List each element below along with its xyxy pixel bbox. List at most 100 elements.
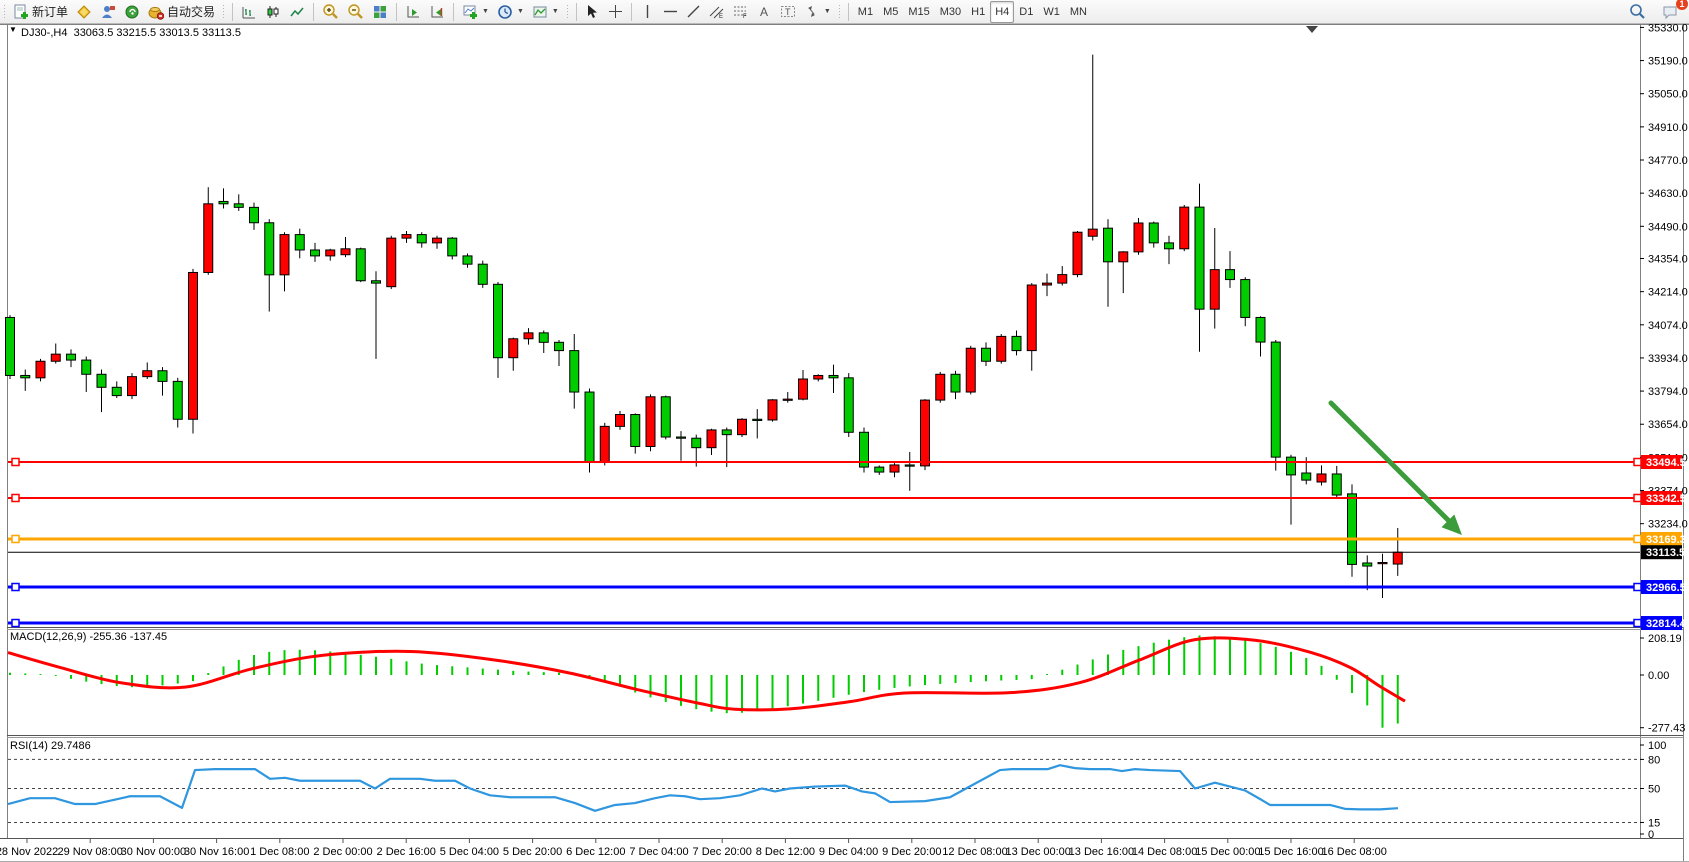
cursor-button[interactable] [581,1,604,23]
time-axis-label: 30 Nov 16:00 [184,846,249,858]
horizontal-line-objects[interactable]: 33494.5 33342.5 33169.3 32966.5 32814.4 33113… [8,455,1687,631]
periods-button[interactable]: ▼ [493,1,528,23]
equidistant-channel-button[interactable]: E [705,1,729,23]
candle-up [782,398,793,401]
timeframe-button-M5[interactable]: M5 [883,5,899,18]
arrow-annotation[interactable] [1328,400,1462,535]
time-axis-label: 30 Nov 00:00 [121,846,186,858]
new-chart-button[interactable]: ▼ [458,1,493,23]
metaeditor-button[interactable] [72,1,96,23]
line-chart-button[interactable] [285,1,309,23]
auto-scroll-button[interactable] [401,1,425,23]
new-order-button[interactable]: 新订单 [9,1,72,23]
time-axis-label: 1 Dec 08:00 [250,846,309,858]
candle-down [264,222,275,276]
line-handle[interactable] [11,534,20,544]
horizontal-line-button[interactable] [659,1,682,23]
candle-down [1362,562,1373,567]
candle-down [660,396,671,438]
search-button[interactable] [1625,1,1650,23]
candle-down [752,418,763,421]
time-axis-label: 5 Dec 20:00 [503,846,562,858]
chart-shift-marker[interactable] [1306,26,1318,33]
vertical-line-button[interactable] [636,1,659,23]
svg-text:F: F [743,14,747,19]
macd-indicator-label: MACD(12,26,9) -255.36 -137.45 [10,631,168,643]
time-axis-label: 9 Dec 04:00 [819,846,878,858]
price-tick-label: 35330.0 [1648,22,1688,34]
symbol-dropdown-icon[interactable]: ▼ [9,25,17,34]
line-price-label-text: 33342.5 [1646,493,1686,505]
timeframe-button-D1[interactable]: D1 [1019,5,1034,18]
line-handle[interactable] [1633,457,1642,467]
line-handle[interactable] [1633,534,1642,544]
toolbar-grip[interactable] [837,3,841,20]
text-label-button[interactable]: T [776,1,800,23]
rsi-scale-label: 50 [1648,784,1660,796]
metaeditor-icon [77,4,91,19]
rsi-panel: 100 80 50 150 [7,740,1666,841]
timeframe-button-M15[interactable]: M15 [908,5,930,18]
timeframe-button-H4[interactable]: H4 [990,0,1015,23]
arrows-button[interactable]: ▼ [800,1,835,23]
signals-button[interactable] [120,1,144,23]
line-handle[interactable] [11,493,20,503]
clock-icon [498,4,512,19]
candle-up [996,335,1007,362]
autotrading-button[interactable]: 自动交易 [144,1,219,23]
line-handle[interactable] [1633,493,1642,503]
templates-button[interactable]: ▼ [528,1,563,23]
rsi-scale-label: 0 [1648,829,1654,841]
candle-down [538,332,549,343]
mql5-community-icon [102,5,116,18]
crosshair-button[interactable] [604,1,627,23]
timeframe-group: M1 M5 M15 M30 H1 H4 D1 W1 MN [853,0,1092,23]
trendline-button[interactable] [682,1,705,23]
timeframe-button-H1[interactable]: H1 [971,5,986,18]
zoom-in-button[interactable] [318,1,343,23]
candle-down [172,380,183,420]
toolbar-grip[interactable] [222,3,226,20]
candle-down [96,373,107,388]
line-handle[interactable] [1633,618,1642,628]
tile-windows-button[interactable] [368,1,392,23]
timeframe-button-MN[interactable]: MN [1069,5,1087,18]
timeframe-button-M30[interactable]: M30 [939,5,962,18]
candle-down [843,377,854,433]
text-label-icon: T [780,6,795,17]
candle-down [477,263,488,285]
candlestick-chart-button[interactable] [261,1,285,23]
line-price-label [1641,616,1682,631]
toolbar-grip[interactable] [565,3,569,20]
text-button[interactable]: A [753,1,776,23]
signals-icon [125,5,139,18]
candle-up [203,203,214,273]
candle-down [310,249,320,257]
crosshair-icon [608,5,622,18]
zoom-out-button[interactable] [343,1,368,23]
bar-chart-button[interactable] [237,1,261,23]
timeframe-button-W1[interactable]: W1 [1043,5,1060,18]
price-tick-label: 34354.0 [1648,254,1688,266]
candle-up [1179,206,1190,250]
timeframe-button-M1[interactable]: M1 [857,5,874,18]
time-axis-label: 9 Dec 20:00 [882,846,941,858]
toolbar-grip[interactable] [3,3,6,20]
svg-text:E: E [719,14,723,19]
fibonacci-button[interactable]: F [729,1,753,23]
new-chart-icon [463,5,478,19]
candle-down [447,237,458,257]
candle-down [554,341,564,352]
chart-shift-button[interactable] [425,1,449,23]
line-handle[interactable] [11,457,20,467]
candle-up [340,248,351,256]
notifications-button[interactable]: 1 [1658,0,1688,23]
line-handle[interactable] [11,618,20,628]
cursor-icon [587,5,597,18]
line-handle[interactable] [11,582,20,592]
mql5-community-button[interactable] [96,1,120,23]
line-handle[interactable] [1633,582,1642,592]
